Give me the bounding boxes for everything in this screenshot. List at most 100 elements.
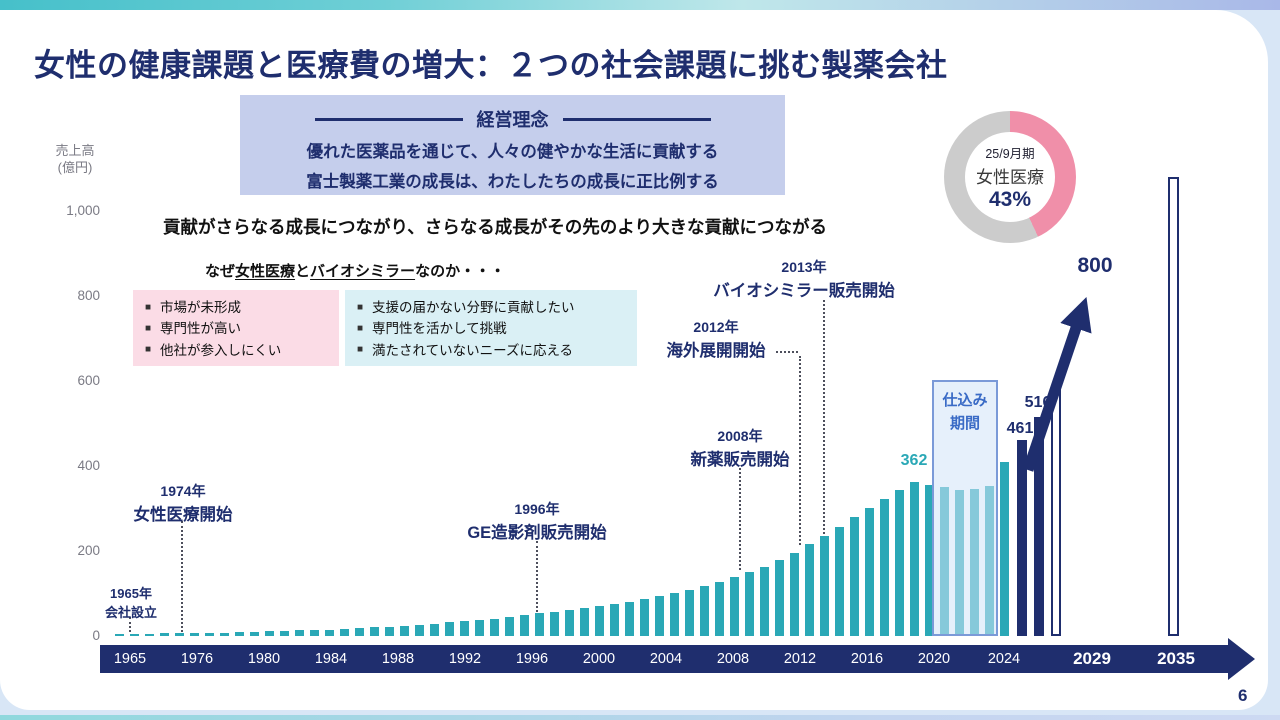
bar-actual [310,630,319,636]
y-axis-title-line: 売上高 [55,143,95,158]
reason-text: 他社が参入しにくい [160,342,282,358]
bar-actual [175,633,184,636]
bar-actual [490,619,499,636]
bar-actual [805,544,814,636]
incubation-label-line: 期間 [949,414,980,432]
list-item: ■ 市場が未形成 [145,297,329,318]
leader-line [536,541,538,612]
value-label-516: 516 [1024,394,1052,411]
bar-actual [205,633,214,636]
milestone-2013: 2013年 バイオシミラー販売開始 [694,257,914,301]
milestone-label: 女性医療開始 [133,506,233,524]
x-axis-label: 2035 [1157,649,1195,668]
bar-plan [1017,440,1027,636]
bar-actual [640,599,649,636]
x-axis-arrowhead-icon [1228,638,1255,680]
bar-actual [700,586,709,636]
page-number: 6 [1238,686,1248,705]
why-heading-underlined: バイオシミラー [310,263,416,280]
bar-actual [250,632,259,636]
bar-actual [370,627,379,636]
reason-text: 専門性を活かして挑戦 [372,321,507,337]
leader-line [181,521,183,632]
bar-actual [865,508,874,636]
bar-actual [160,633,169,636]
why-heading-part: なのか・・・ [415,263,506,280]
x-axis-label: 1984 [314,651,348,667]
milestone-year: 2013年 [781,259,827,275]
bar-actual [340,629,349,636]
bar-actual [220,633,229,636]
leader-line-horizontal [776,351,798,353]
bar-actual [550,612,559,636]
square-bullet-icon: ■ [357,344,364,356]
why-heading: なぜ女性医療とバイオシミラーなのか・・・ [205,260,505,281]
bar-actual [445,622,454,636]
y-tick-600: 600 [77,373,100,388]
bottom-gradient-band [0,715,1280,720]
x-axis-labels: 1965 1976 1980 1984 1988 1992 1996 2000 2004 2008… [0,645,1280,673]
milestone-year: 2008年 [717,428,763,444]
bar-actual [850,517,859,636]
y-tick-200: 200 [77,543,100,558]
reason-text: 専門性が高い [160,321,242,337]
milestone-year: 1974年 [160,483,206,499]
bar-actual [715,582,724,636]
top-gradient-band [0,0,1280,10]
x-axis-band [100,645,1228,673]
milestone-year: 1965年 [110,586,152,601]
milestone-1965: 1965年 会社設立 [81,583,181,621]
y-axis-title-line: (億円) [57,159,93,175]
bar-actual [295,630,304,636]
list-item: ■ 支援の届かない分野に貢献したい [357,297,627,318]
bar-actual [235,632,244,636]
reason-text: 市場が未形成 [160,300,242,315]
bar-actual [685,590,694,636]
bar-actual [280,631,289,636]
square-bullet-icon: ■ [357,301,364,313]
bar-actual [190,633,199,636]
milestone-year: 2012年 [693,319,739,335]
bar-actual [580,608,589,636]
bar-actual [1000,462,1009,636]
bar-actual [505,617,514,636]
donut-center: 25/9月期 女性医療 43% [965,132,1055,222]
y-tick-1000: 1,000 [66,203,100,218]
milestone-2008: 2008年 新薬販売開始 [660,426,820,470]
list-item: ■ 専門性が高い [145,318,329,339]
bar-actual [625,602,634,636]
donut-period: 25/9月期 [985,146,1035,161]
x-axis-label: 2012 [783,651,817,667]
bar-actual [115,634,124,636]
x-axis-label: 1988 [381,651,415,667]
bar-actual [745,572,754,636]
heading-rule-right [562,117,711,121]
milestone-label: バイオシミラー販売開始 [713,282,895,300]
milestone-label: GE造影剤販売開始 [467,524,607,542]
x-axis-label: 1965 [113,651,147,667]
bar-actual [655,596,664,636]
y-tick-0: 0 [92,628,100,643]
why-heading-part: なぜ [205,263,236,280]
reason-text: 支援の届かない分野に貢献したい [372,300,575,315]
leader-line [129,617,131,632]
bar-actual [790,553,799,636]
bar-actual [565,610,574,636]
x-axis-label: 2024 [987,651,1021,667]
bar-actual [835,527,844,636]
list-item: ■ 満たされていないニーズに応える [357,340,627,361]
bar-actual [925,485,934,636]
philosophy-heading: 経営理念 [240,106,785,132]
bar-actual [460,621,469,636]
square-bullet-icon: ■ [145,301,152,313]
x-axis-label: 2029 [1073,649,1111,668]
y-tick-400: 400 [77,458,100,473]
philosophy-heading-text: 経営理念 [476,110,549,130]
milestone-label: 新薬販売開始 [690,451,790,469]
x-axis-label: 1992 [448,651,482,667]
bar-actual [895,490,904,636]
bar-actual [145,634,154,636]
square-bullet-icon: ■ [145,344,152,356]
donut-label: 女性医療 [976,167,1044,187]
bar-actual [130,634,139,636]
